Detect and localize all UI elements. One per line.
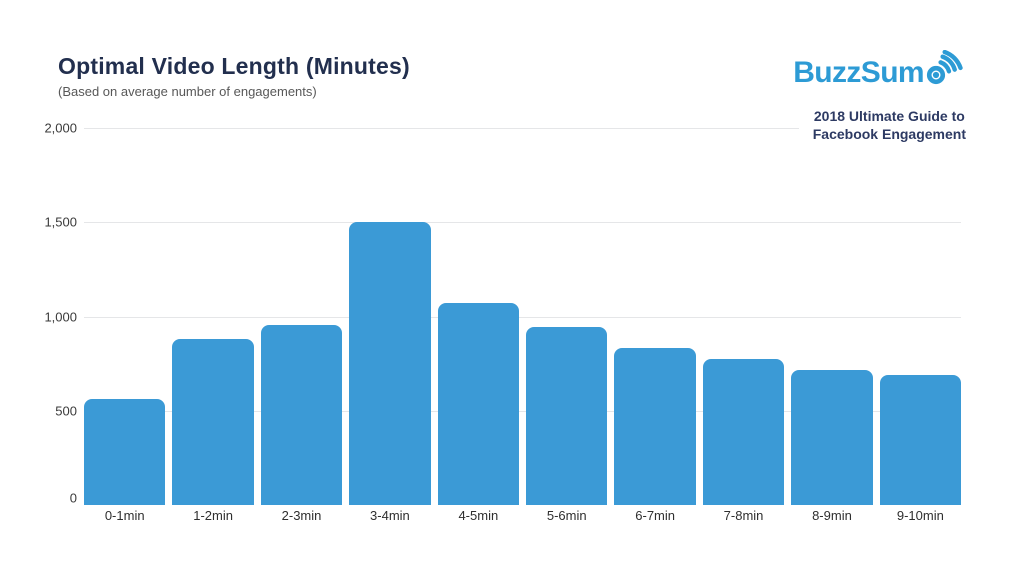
bar-3-4min [349,222,431,505]
x-axis-labels: 0-1min 1-2min 2-3min 3-4min 4-5min 5-6min 6-7m… [84,508,961,523]
buzzsumo-signal-o-icon [924,50,966,89]
tagline-line-1: 2018 Ultimate Guide to [813,108,965,124]
bar-0-1min [84,398,166,505]
buzzsumo-logo-text: BuzzSum [793,56,924,89]
y-tick-label-1000: 1,000 [44,309,77,324]
tagline-line-2: Facebook Engagement [812,126,966,142]
campaign-tagline: 2018 Ultimate Guide to Facebook Engageme… [798,105,966,145]
bar-series [84,128,962,505]
plot-area: 0 500 1,000 1,500 2,000 0-1min 1-2min 2-3min 3-… [44,121,962,523]
gridline-2000 [84,128,961,129]
x-tick-label-9-10min: 9-10min [896,508,944,523]
page-subtitle: (Based on average number of engagements) [58,84,317,99]
bar-5-6min [526,326,608,505]
bar-8-9min [791,370,873,505]
gridline-1000 [84,316,961,318]
bar-2-3min [260,324,343,505]
x-tick-label-0-1min: 0-1min [104,508,145,523]
buzzsumo-branding: BuzzSum 2018 Ultimate Guide to Facebook … [793,50,966,145]
page-title: Optimal Video Length (Minutes) [58,53,410,79]
x-tick-label-5-6min: 5-6min [546,508,587,523]
x-tick-label-7-8min: 7-8min [723,508,764,523]
gridline-1500 [84,222,961,224]
bar-1-2min [172,339,254,505]
y-tick-label-0: 0 [69,490,77,506]
bar-9-10min [879,374,962,505]
x-tick-label-1-2min: 1-2min [193,508,233,523]
x-tick-label-6-7min: 6-7min [635,508,676,523]
bar-7-8min [702,358,785,505]
x-tick-label-3-4min: 3-4min [370,508,410,523]
bar-4-5min [437,303,520,505]
buzzsumo-logo: BuzzSum [793,50,966,89]
x-tick-label-8-9min: 8-9min [812,508,852,523]
gridline-500 [84,410,961,412]
y-tick-label-1500: 1,500 [44,214,77,230]
y-tick-label-500: 500 [55,403,77,419]
y-tick-label-2000: 2,000 [44,120,77,136]
bar-6-7min [614,347,696,505]
x-tick-label-4-5min: 4-5min [458,508,499,523]
x-tick-label-2-3min: 2-3min [281,508,322,523]
